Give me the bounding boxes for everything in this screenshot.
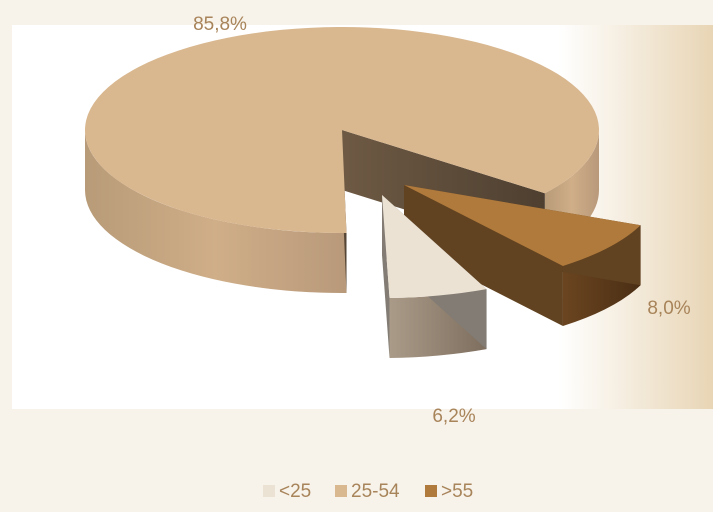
slice-25-54-side-0	[85, 130, 347, 293]
data-label-under-25: 6,2%	[432, 406, 475, 427]
legend: <25 25-54 >55	[263, 481, 473, 502]
legend-swatch-25-54	[335, 485, 347, 497]
legend-swatch-under-25	[263, 485, 275, 497]
slice-over-55-top	[404, 185, 641, 266]
legend-swatch-over-55	[425, 485, 437, 497]
data-label-25-54: 85,8%	[193, 14, 247, 35]
slice-under-25-wall-end	[382, 195, 390, 358]
legend-label-25-54: 25-54	[351, 481, 400, 502]
legend-label-under-25: <25	[279, 481, 311, 502]
data-label-over-55: 8,0%	[647, 298, 690, 319]
slice-under-25-top	[382, 195, 487, 298]
slice-over-55-wall-end	[404, 185, 563, 326]
pie-slices	[84, 26, 641, 358]
legend-label-over-55: >55	[441, 481, 473, 502]
slice-25-54-top	[84, 26, 599, 233]
